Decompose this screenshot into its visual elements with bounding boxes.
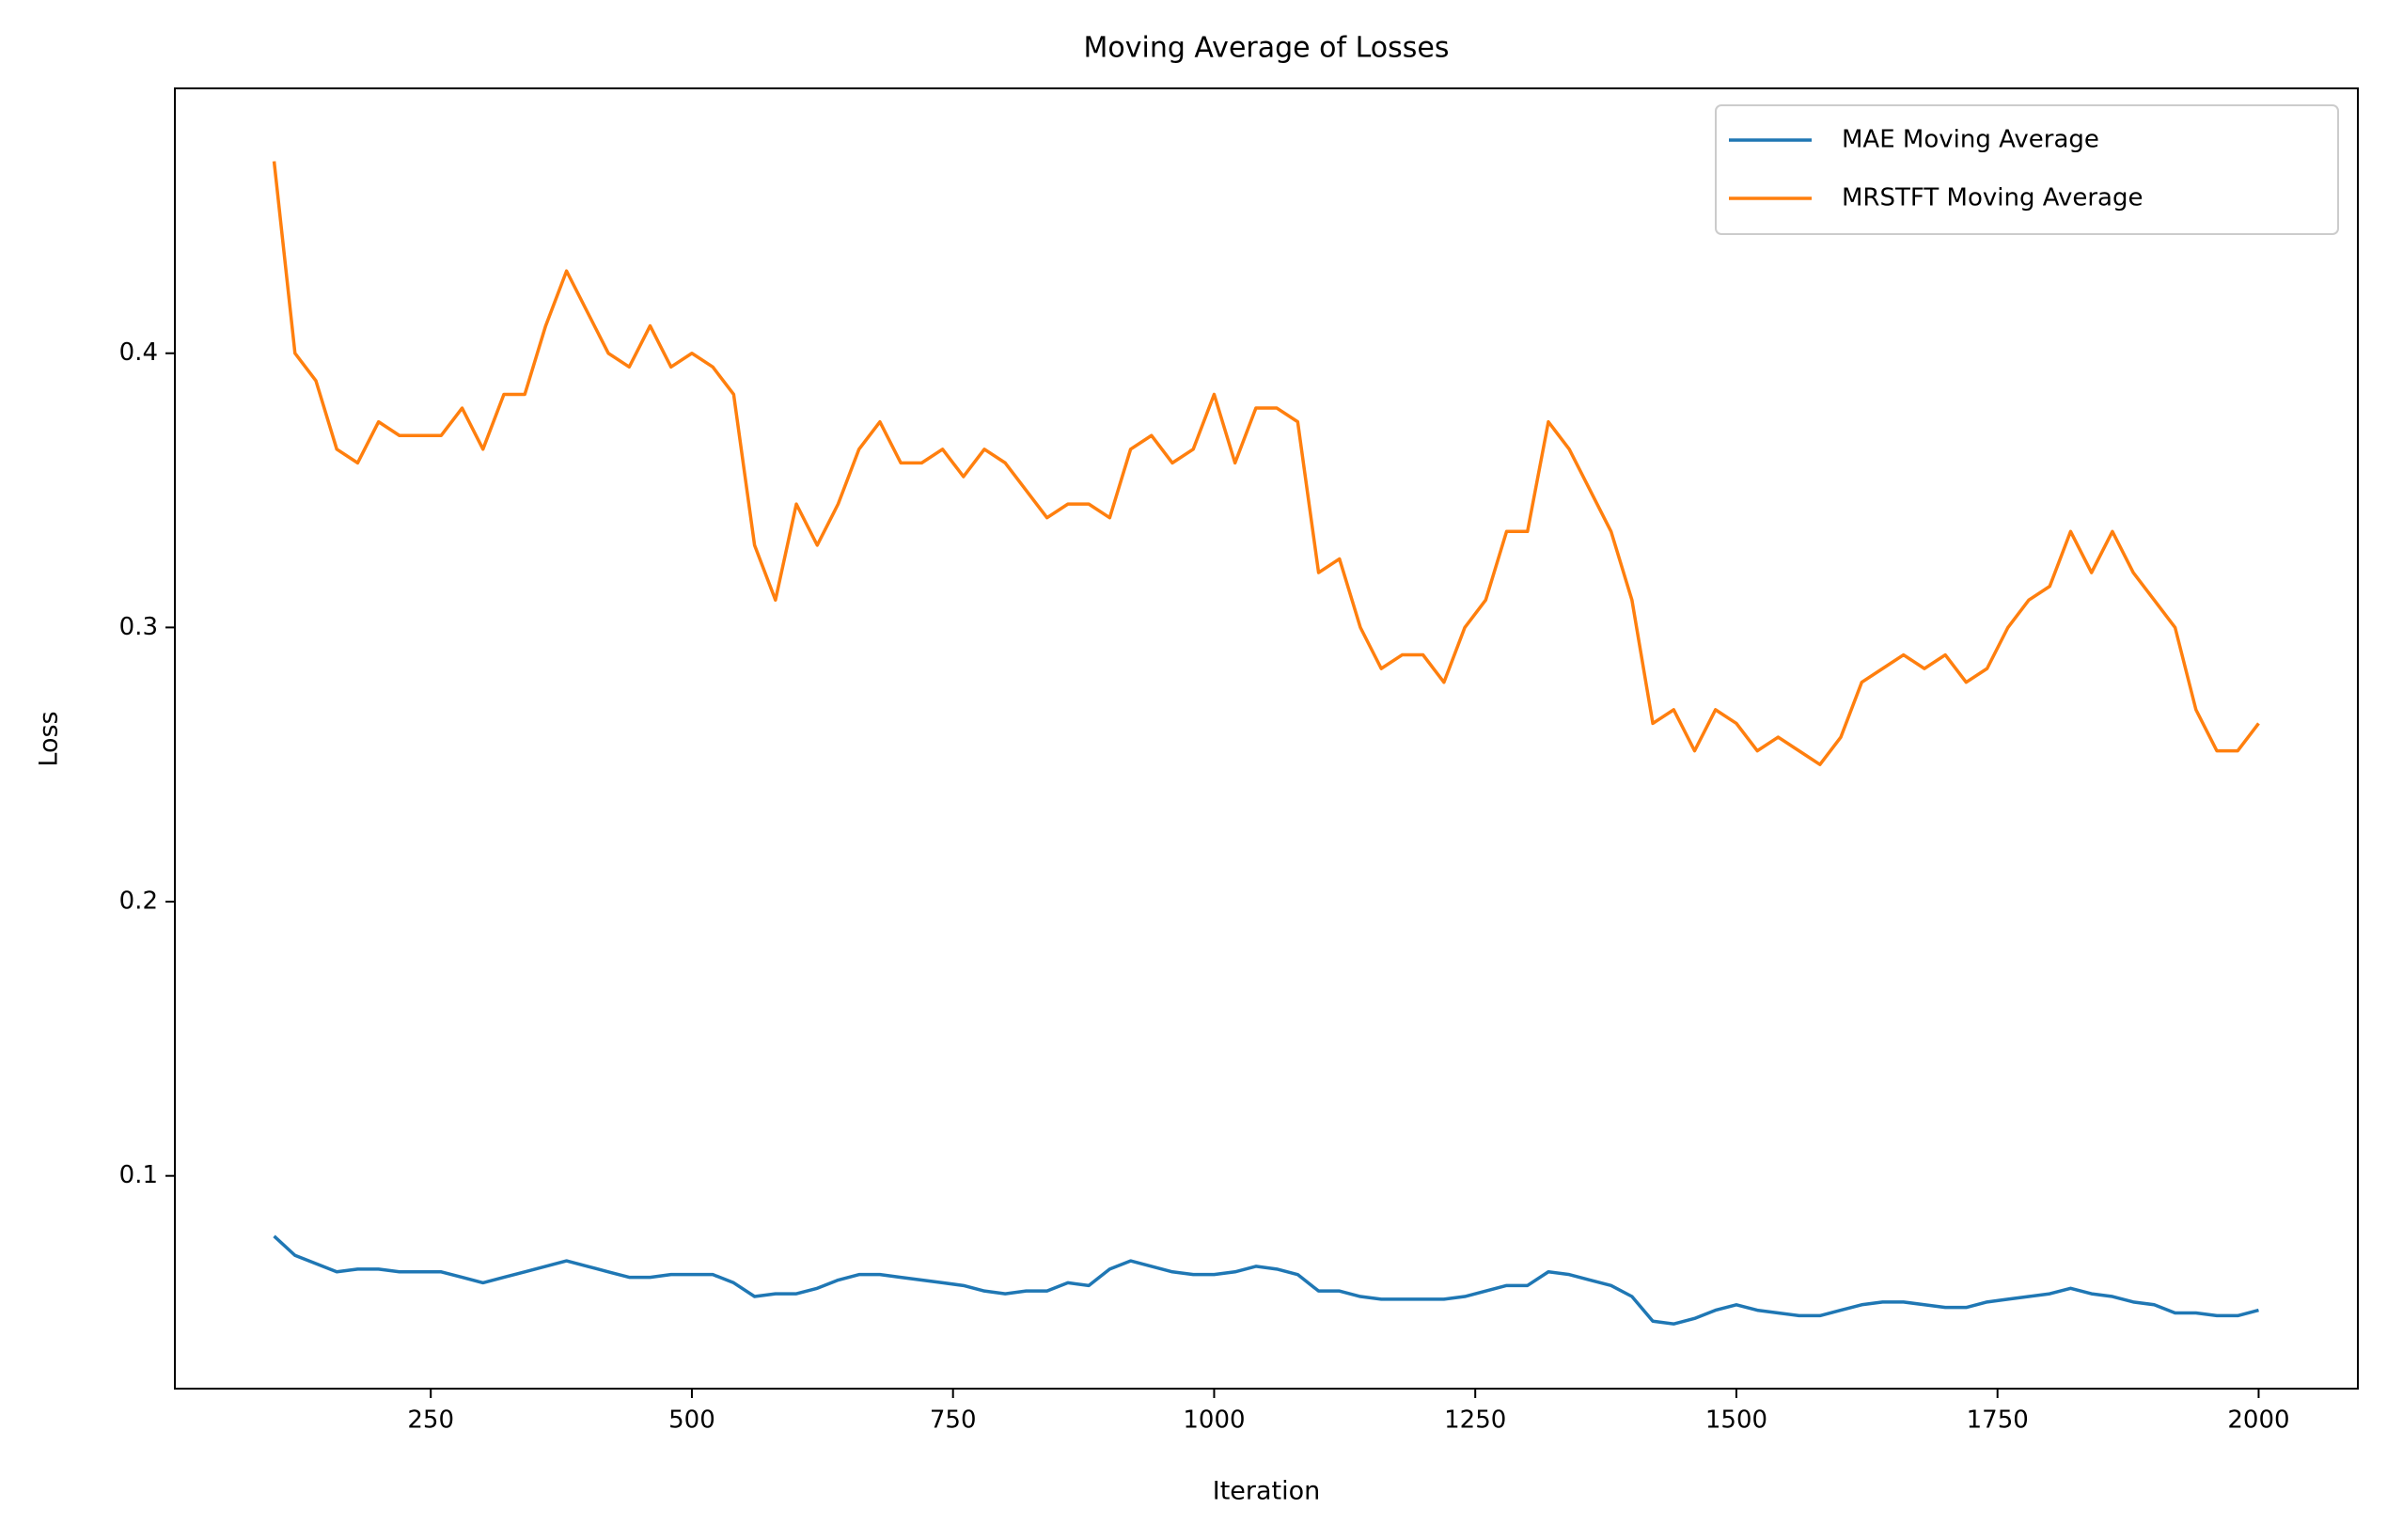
x-tick-label: 2000: [2227, 1406, 2289, 1435]
y-tick-label: 0.4: [119, 338, 158, 367]
legend-label: MRSTFT Moving Average: [1842, 184, 2144, 212]
legend-label: MAE Moving Average: [1842, 126, 2099, 154]
x-axis-label: Iteration: [1213, 1477, 1321, 1506]
x-tick-label: 1750: [1967, 1406, 2029, 1435]
y-axis-label: Loss: [35, 711, 64, 766]
y-tick-label: 0.3: [119, 613, 158, 641]
plot-frame: [174, 87, 2359, 1390]
x-tick-label: 1000: [1183, 1406, 1245, 1435]
x-tick-label: 1250: [1444, 1406, 1506, 1435]
chart-title: Moving Average of Losses: [1084, 32, 1450, 65]
x-tick-label: 1500: [1705, 1406, 1767, 1435]
x-tick-label: 250: [407, 1406, 454, 1435]
y-tick-label: 0.2: [119, 888, 158, 916]
y-tick-label: 0.1: [119, 1161, 158, 1189]
x-tick-label: 750: [930, 1406, 977, 1435]
line-series: [272, 161, 2260, 766]
legend-box: [1715, 104, 2339, 235]
x-tick-label: 500: [668, 1406, 715, 1435]
line-series: [273, 1234, 2259, 1326]
